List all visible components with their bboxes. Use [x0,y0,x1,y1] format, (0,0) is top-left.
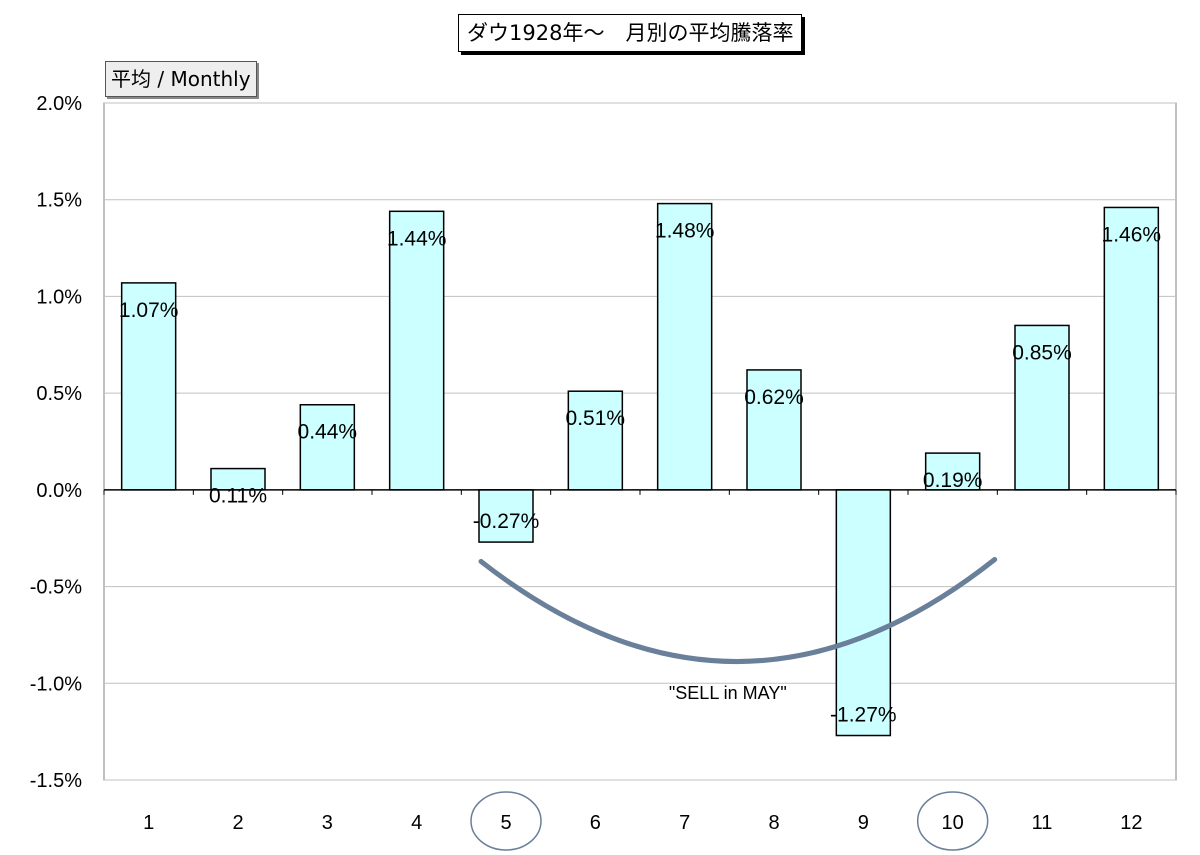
y-tick-label: -1.5% [30,770,82,792]
bar [1014,324,1070,491]
x-tick-label: 6 [590,812,601,834]
x-tick-label: 10 [942,812,964,834]
data-label: 1.48% [655,220,715,243]
x-tick-label: 8 [768,812,779,834]
bar [656,202,713,491]
chart-title: ダウ1928年～ 月別の平均騰落率 [458,14,803,52]
data-label: -0.27% [473,510,540,533]
y-tick-label: 1.0% [36,286,82,308]
plot-area [103,102,1177,781]
data-label: 1.07% [119,299,179,322]
data-label: 0.62% [744,386,804,409]
data-label: 0.44% [298,421,358,444]
data-label: -1.27% [830,704,897,727]
bar [835,489,892,737]
data-label: 0.19% [923,469,983,492]
x-tick-label: 4 [411,812,422,834]
y-tick-label: 0.0% [36,480,82,502]
data-label: 1.44% [387,227,447,250]
highlight-circle [470,791,542,851]
bar [388,210,445,491]
data-label: 0.11% [209,485,267,508]
data-label: 1.46% [1102,223,1162,246]
y-tick-label: 1.5% [36,190,82,212]
x-tick-label: 7 [679,812,690,834]
x-tick-label: 1 [143,812,154,834]
y-tick-label: -1.0% [30,673,82,695]
x-tick-label: 2 [232,812,243,834]
bar [120,282,177,491]
highlight-circle [916,791,989,851]
bar [299,403,356,491]
bar [1103,206,1160,491]
annotation-text: "SELL in MAY" [669,683,787,703]
x-tick-label: 3 [322,812,333,834]
y-tick-label: 2.0% [36,93,82,115]
y-axis-label: 平均 / Monthly [105,61,257,97]
y-tick-label: 0.5% [36,383,82,405]
bar [478,489,534,543]
bar [746,369,802,491]
sell-in-may-arc [478,556,998,664]
x-tick-label: 11 [1032,812,1053,834]
x-tick-label: 12 [1120,812,1142,834]
y-tick-label: -0.5% [30,577,82,599]
x-tick-label: 9 [858,812,869,834]
data-label: 0.85% [1012,341,1072,364]
bar [567,390,624,491]
x-tick-label: 5 [500,812,511,834]
data-label: 0.51% [566,407,626,430]
